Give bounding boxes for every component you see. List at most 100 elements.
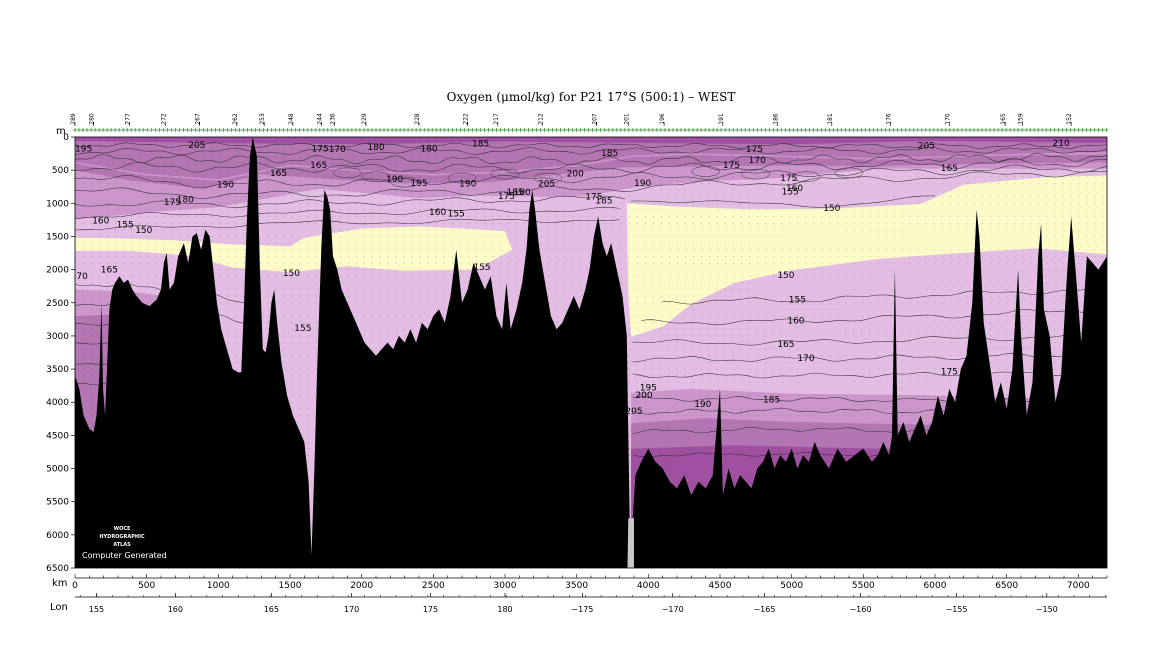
y-tick-label-2000: 2000 bbox=[46, 266, 69, 276]
station-label: 212 bbox=[537, 113, 544, 125]
lon-axis-ticks: 155 160 165 170 175 180 −175 −170 −165 −160 −155 −1… bbox=[80, 593, 1106, 614]
contour-label-155: 155 bbox=[473, 263, 490, 273]
watermark-line-2: HYDROGRAPHIC bbox=[99, 534, 145, 540]
y-tick-label-500: 500 bbox=[52, 166, 69, 176]
contour-label-185: 185 bbox=[763, 396, 780, 406]
station-label: 196 bbox=[659, 113, 666, 125]
station-label: 201 bbox=[623, 113, 630, 125]
station-label: 277 bbox=[124, 113, 131, 125]
y-tick-label-5500: 5500 bbox=[46, 498, 69, 508]
contour-label-185: 185 bbox=[506, 188, 523, 198]
y-tick-label-6500: 6500 bbox=[46, 564, 69, 574]
lon-tick-label-−165: −165 bbox=[753, 605, 775, 614]
lon-tick-label-−155: −155 bbox=[946, 605, 968, 614]
station-label: 222 bbox=[463, 113, 470, 125]
band-mid-upper bbox=[75, 152, 1107, 220]
station-markers: 289 280 277 272 267 262 253 248 244 236 229 228 222 2… bbox=[70, 113, 1109, 132]
station-label: 272 bbox=[160, 113, 167, 125]
contour-label-155: 155 bbox=[117, 221, 134, 231]
contour-line-2 bbox=[75, 152, 1107, 166]
eddy-contour-6 bbox=[741, 168, 771, 180]
contour-label-200: 200 bbox=[635, 391, 652, 401]
contour-label-160: 160 bbox=[787, 317, 804, 327]
contour-label-160: 160 bbox=[429, 208, 446, 218]
station-label: 244 bbox=[317, 113, 324, 125]
eddy-contour-5 bbox=[691, 166, 720, 177]
x-tick-label-2500: 2500 bbox=[422, 581, 445, 591]
band-mid-core bbox=[75, 154, 1107, 189]
y-tick-label-2500: 2500 bbox=[46, 299, 69, 309]
station-label: 262 bbox=[232, 113, 239, 125]
contour-label-180: 180 bbox=[514, 188, 531, 198]
contour-label-190: 190 bbox=[217, 181, 234, 191]
y-tick-label-3000: 3000 bbox=[46, 332, 69, 342]
y-tick-label-6000: 6000 bbox=[46, 531, 69, 541]
lon-axis-label: Lon bbox=[50, 602, 68, 613]
lon-tick-label-170: 170 bbox=[344, 605, 359, 614]
contour-line-3 bbox=[75, 158, 1107, 174]
contour-label-200: 200 bbox=[567, 169, 584, 179]
y-axis-ticks: 0 500 1000 1500 2000 2500 3000 3500 4000 4500 5000… bbox=[46, 133, 75, 574]
contour-label-170: 170 bbox=[797, 354, 814, 364]
contour-line-17 bbox=[641, 309, 1106, 326]
contour-label-190: 190 bbox=[459, 179, 476, 189]
y-tick-label-1000: 1000 bbox=[46, 199, 69, 209]
chart-title: Oxygen (μmol/kg) for P21 17°S (500:1) – … bbox=[447, 90, 736, 104]
contour-label-175: 175 bbox=[498, 192, 515, 202]
lon-tick-label-−170: −170 bbox=[662, 605, 684, 614]
contour-line-16 bbox=[662, 286, 1105, 305]
contour-label-205: 205 bbox=[188, 141, 205, 151]
station-label: 217 bbox=[493, 113, 500, 125]
eddy-contour-0 bbox=[361, 171, 391, 183]
contour-label-170: 170 bbox=[71, 272, 88, 282]
x-tick-label-4000: 4000 bbox=[637, 581, 660, 591]
contour-line-7 bbox=[75, 206, 620, 220]
band-low-west bbox=[75, 226, 513, 273]
plot-frame bbox=[74, 136, 1108, 569]
contour-label-195: 195 bbox=[410, 179, 427, 189]
contour-label-155: 155 bbox=[448, 209, 465, 219]
bathymetry bbox=[75, 137, 1107, 568]
contour-label-170: 170 bbox=[749, 156, 766, 166]
contour-label-175: 175 bbox=[164, 198, 181, 208]
station-label: 191 bbox=[718, 113, 725, 125]
contour-label-150: 150 bbox=[135, 226, 152, 236]
contour-label-160: 160 bbox=[786, 184, 803, 194]
y-tick-label-1500: 1500 bbox=[46, 232, 69, 242]
contour-label-150: 150 bbox=[283, 269, 300, 279]
station-label: 181 bbox=[827, 113, 834, 125]
lon-tick-label-175: 175 bbox=[423, 605, 438, 614]
eddy-contour-7 bbox=[791, 171, 821, 183]
contour-label-155: 155 bbox=[294, 324, 311, 334]
seafloor-east bbox=[631, 209, 1107, 568]
watermark-line-3: ATLAS bbox=[113, 542, 131, 548]
contour-label-180: 180 bbox=[975, 398, 992, 408]
contour-label-205: 205 bbox=[918, 142, 935, 152]
eddy-contour-2 bbox=[447, 172, 477, 184]
y-tick-label-4000: 4000 bbox=[46, 398, 69, 408]
x-tick-label-1500: 1500 bbox=[279, 581, 302, 591]
contour-label-170: 170 bbox=[329, 145, 346, 155]
x-tick-label-5500: 5500 bbox=[852, 581, 875, 591]
x-tick-label-0: 0 bbox=[72, 581, 78, 591]
lon-tick-label-160: 160 bbox=[168, 605, 183, 614]
station-label: 165 bbox=[1000, 113, 1007, 125]
contour-label-190: 190 bbox=[694, 400, 711, 410]
contour-label-185: 185 bbox=[472, 140, 489, 150]
no-data-gap bbox=[627, 518, 634, 568]
watermark-line-1: WOCE bbox=[114, 526, 131, 532]
station-label: 159 bbox=[1017, 113, 1024, 125]
x-tick-label-4500: 4500 bbox=[709, 581, 732, 591]
x-tick-label-2000: 2000 bbox=[350, 581, 373, 591]
contour-label-185: 185 bbox=[595, 197, 612, 207]
contour-label-175: 175 bbox=[585, 193, 602, 203]
contour-label-210: 210 bbox=[1053, 139, 1070, 149]
contour-label-180: 180 bbox=[367, 143, 384, 153]
contour-label-165: 165 bbox=[101, 266, 118, 276]
band-surface-max bbox=[75, 137, 1107, 145]
contour-label-165: 165 bbox=[941, 164, 958, 174]
contour-label-180: 180 bbox=[420, 144, 437, 154]
station-label: 289 bbox=[70, 113, 77, 125]
x-tick-label-6000: 6000 bbox=[924, 581, 947, 591]
contour-line-5 bbox=[75, 171, 1107, 199]
